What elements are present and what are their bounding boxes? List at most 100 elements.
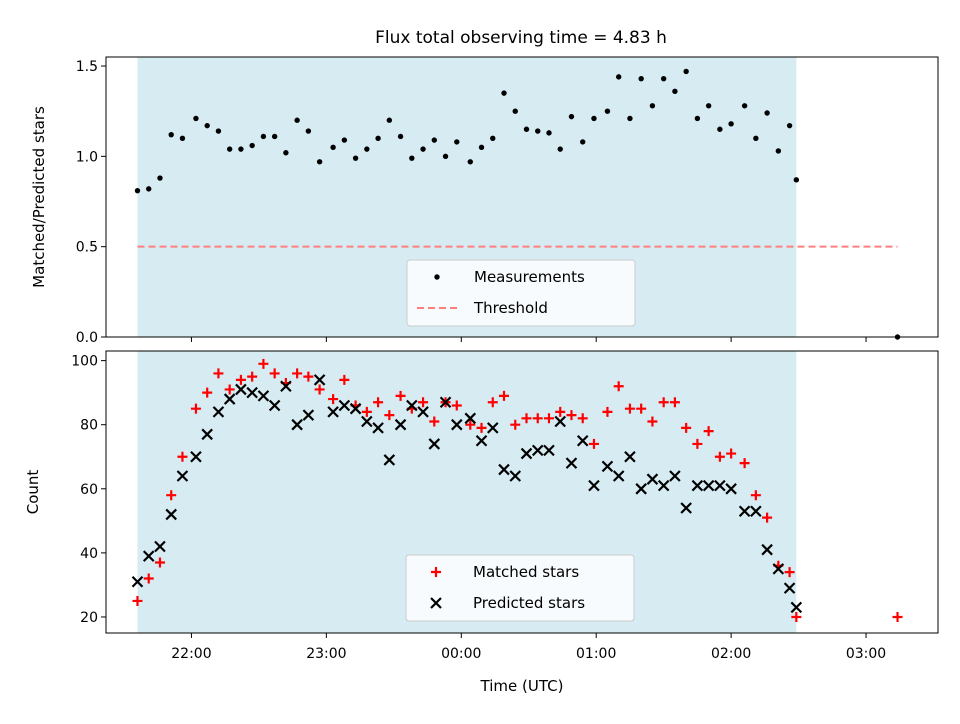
y-tick-label: 0.0	[76, 330, 98, 346]
measurement-point	[179, 135, 186, 141]
y-tick-label: 60	[80, 482, 98, 498]
predicted-star-point	[428, 438, 441, 450]
measurement-point	[705, 103, 712, 109]
predicted-star-point	[531, 444, 544, 457]
predicted-star-point	[349, 402, 362, 415]
measurement-point	[672, 88, 678, 95]
predicted-star-point	[509, 470, 522, 482]
x-axis-label: Time (UTC)	[480, 677, 564, 695]
y-tick-label: 100	[71, 354, 98, 370]
matched-star-point	[703, 426, 714, 437]
predicted-star-point	[635, 483, 647, 495]
axes-frame	[105, 350, 939, 634]
measurement-point	[146, 186, 152, 192]
measurement-point	[168, 131, 174, 138]
measurement-point	[741, 103, 748, 109]
measurement-point	[753, 135, 759, 141]
measurement-point	[442, 153, 449, 160]
measurement-point	[431, 137, 438, 143]
measurement-point	[775, 148, 782, 154]
measurement-point	[591, 115, 597, 122]
matched-star-point	[602, 406, 613, 417]
predicted-star-point	[142, 550, 155, 562]
predicted-star-point	[790, 601, 803, 614]
predicted-star-point	[612, 470, 625, 482]
predicted-star-point	[302, 409, 315, 421]
matched-star-point	[190, 403, 201, 414]
y-tick-label: 1.5	[76, 59, 98, 75]
measurement-point	[568, 113, 575, 120]
legend-marker-predicted	[430, 597, 442, 609]
predicted-star-point	[201, 428, 213, 441]
matched-star-point	[328, 394, 339, 405]
predicted-star-point	[576, 434, 589, 447]
predicted-star-point	[268, 399, 281, 412]
measurement-point	[249, 142, 255, 149]
matched-star-point	[314, 384, 325, 395]
y-tick-label: 0.5	[76, 240, 98, 256]
measurement-point	[604, 108, 611, 114]
predicted-star-point	[439, 396, 452, 409]
predicted-star-point	[588, 479, 600, 492]
x-tick-label: 00:00	[441, 646, 481, 662]
predicted-star-point	[372, 422, 384, 434]
predicted-star-point	[702, 479, 715, 492]
measurement-point	[215, 128, 222, 134]
predicted-star-point	[235, 383, 247, 396]
matched-star-point	[624, 403, 635, 414]
legend-box	[405, 554, 635, 622]
predicted-star-point	[738, 505, 751, 518]
matched-star-point	[269, 368, 280, 379]
measurement-point	[660, 75, 667, 82]
predicted-star-point	[131, 575, 144, 588]
predicted-star-point	[714, 479, 726, 492]
matched-star-point	[636, 403, 647, 414]
predicted-star-point	[383, 454, 396, 466]
top-panel: 0.0 0.5 1.0 1.5 Matched/Predicted stars Measu…	[30, 56, 939, 346]
matched-star-point	[258, 358, 269, 369]
legend-label: Matched stars	[473, 563, 579, 581]
measurement-point	[330, 144, 336, 151]
matched-star-point	[166, 490, 177, 501]
measurement-point	[375, 135, 381, 141]
predicted-star-point	[257, 390, 270, 402]
measurement-point	[512, 108, 518, 114]
matched-star-point	[588, 438, 599, 449]
y-axis-label: Matched/Predicted stars	[30, 106, 48, 288]
y-axis-label: Count	[24, 470, 42, 515]
y-tick-label: 40	[80, 546, 98, 562]
matched-star-point	[647, 416, 658, 427]
matched-star-point	[395, 390, 406, 401]
predicted-star-point	[361, 415, 373, 428]
measurement-point	[352, 155, 359, 161]
measurement-point	[271, 133, 278, 140]
legend-label: Measurements	[474, 268, 585, 286]
bottom-panel: 20 40 60 80 100 22:00 23:00 00:00 01:00 02:00 03:0…	[24, 350, 939, 695]
matched-star-point	[555, 406, 566, 417]
predicted-star-point	[280, 380, 292, 393]
matched-star-point	[499, 390, 510, 401]
predicted-star-point	[624, 450, 636, 463]
predicted-star-point	[669, 470, 681, 482]
matched-star-point	[143, 573, 154, 584]
predicted-star-point	[783, 582, 796, 594]
predicted-star-point	[212, 406, 225, 418]
y-tick-label: 1.0	[76, 149, 98, 165]
matched-star-point	[784, 567, 795, 578]
predicted-star-point	[554, 415, 567, 428]
measurement-point	[134, 187, 141, 194]
measurement-point	[409, 155, 415, 161]
y-tick-label: 20	[80, 610, 98, 626]
predicted-star-point	[543, 444, 555, 457]
matched-star-point	[292, 368, 303, 379]
matched-star-point	[681, 422, 692, 433]
axes-frame	[105, 56, 939, 338]
predicted-star-point	[772, 563, 785, 575]
measurement-point	[728, 121, 734, 127]
matched-star-point	[791, 611, 802, 622]
measurement-point	[283, 150, 289, 156]
measurement-point	[638, 75, 644, 82]
measurement-point	[454, 139, 460, 145]
measurement-point	[786, 122, 793, 129]
